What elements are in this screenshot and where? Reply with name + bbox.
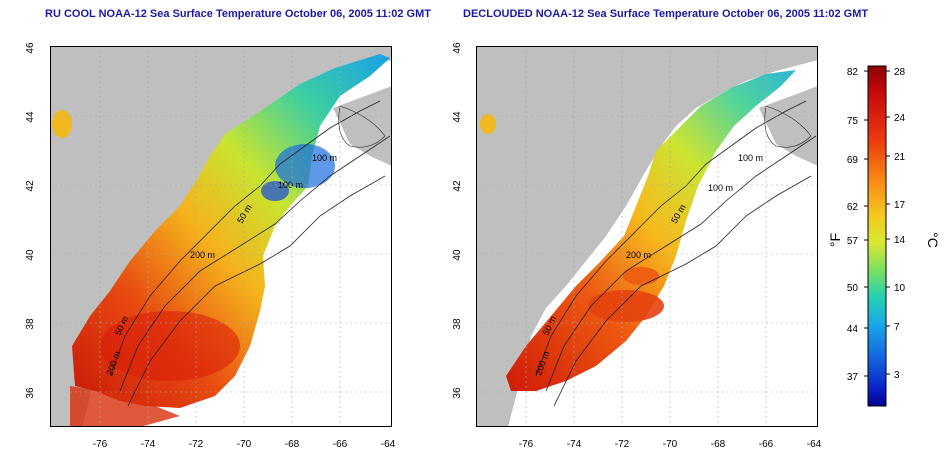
f-tick: 69 (847, 155, 859, 166)
c-tick: 7 (894, 322, 900, 333)
celsius-unit-label: °C (925, 232, 940, 248)
lat-tick: 40 (452, 249, 463, 261)
lon-tick: -74 (141, 439, 156, 450)
contour-label: 100 m (738, 153, 763, 163)
contour-label: 100 m (312, 153, 337, 163)
f-tick: 75 (847, 116, 859, 127)
right-lat-axis: 46 44 42 40 38 36 (452, 42, 463, 399)
lon-tick: -74 (567, 439, 582, 450)
c-tick: 14 (894, 235, 906, 246)
left-lon-axis: -76 -74 -72 -70 -68 -66 -64 (93, 439, 396, 450)
raw-sst-map: 100 m 100 m 50 m 200 m 50 m 200 m (50, 46, 392, 427)
c-tick: 3 (894, 370, 900, 381)
lon-tick: -76 (93, 439, 108, 450)
lat-tick: 42 (452, 180, 463, 192)
lon-tick: -76 (519, 439, 534, 450)
contour-label: 200 m (626, 250, 651, 260)
lat-tick: 36 (25, 387, 36, 399)
colorbar-gradient (867, 65, 887, 407)
lat-tick: 46 (452, 42, 463, 54)
fahrenheit-unit-label: °F (827, 233, 843, 247)
c-tick: 21 (894, 152, 906, 163)
land-mass (476, 46, 818, 427)
f-tick: 37 (847, 372, 859, 383)
lon-tick: -70 (663, 439, 678, 450)
temperature-colorbar: 82 75 69 62 57 50 44 37 28 24 21 17 14 1… (827, 65, 940, 407)
lat-tick: 38 (452, 318, 463, 330)
lon-tick: -70 (237, 439, 252, 450)
lat-tick: 46 (25, 42, 36, 54)
f-tick: 57 (847, 236, 859, 247)
lat-tick: 42 (25, 180, 36, 192)
contour-label: 200 m (190, 250, 215, 260)
lon-tick: -66 (759, 439, 774, 450)
lon-tick: -64 (807, 439, 822, 450)
lon-tick: -68 (711, 439, 726, 450)
lon-tick: -68 (285, 439, 300, 450)
c-tick: 28 (894, 67, 906, 78)
declouded-sst-map: 100 m 100 m 50 m 200 m 50 m 200 m (476, 46, 818, 427)
f-tick: 50 (847, 283, 859, 294)
lon-tick: -66 (333, 439, 348, 450)
f-tick: 62 (847, 202, 859, 213)
lat-tick: 38 (25, 318, 36, 330)
c-tick: 17 (894, 200, 906, 211)
lon-tick: -72 (615, 439, 630, 450)
right-lon-axis: -76 -74 -72 -70 -68 -66 -64 (519, 439, 822, 450)
fahrenheit-ticks: 82 75 69 62 57 50 44 37 (847, 67, 859, 383)
f-tick: 82 (847, 67, 859, 78)
lat-tick: 44 (25, 111, 36, 123)
left-map-title: RU COOL NOAA-12 Sea Surface Temperature … (45, 8, 431, 20)
lat-tick: 36 (452, 387, 463, 399)
sst-field (506, 70, 796, 391)
c-tick: 10 (894, 283, 906, 294)
lon-tick: -72 (189, 439, 204, 450)
lat-tick: 44 (452, 111, 463, 123)
left-lat-axis: 46 44 42 40 38 36 (25, 42, 36, 399)
land-mass (50, 46, 392, 427)
lon-tick: -64 (381, 439, 396, 450)
lat-tick: 40 (25, 249, 36, 261)
celsius-ticks: 28 24 21 17 14 10 7 3 (894, 67, 906, 381)
f-tick: 44 (847, 324, 859, 335)
contour-label: 100 m (708, 183, 733, 193)
c-tick: 24 (894, 113, 906, 124)
right-map-title: DECLOUDED NOAA-12 Sea Surface Temperatur… (463, 8, 869, 20)
